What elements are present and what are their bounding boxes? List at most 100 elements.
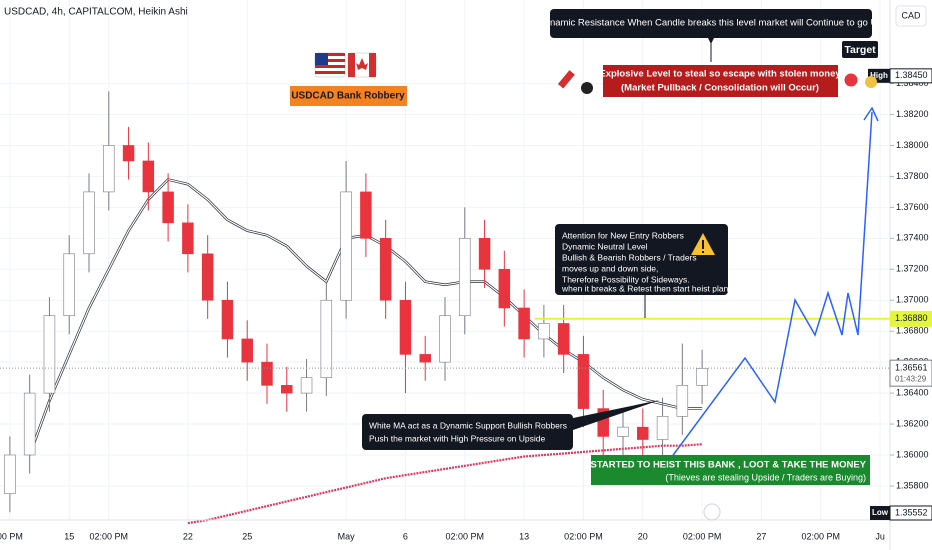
robbery-box [290, 86, 407, 106]
x-tick-label: Ju [875, 531, 885, 541]
x-tick-label: 27 [756, 531, 766, 541]
currency[interactable]: CAD [901, 10, 921, 20]
candle-body [122, 145, 135, 162]
candle-body [23, 392, 36, 456]
candle-body [43, 315, 56, 394]
candle-body [498, 268, 511, 309]
candle-body [320, 299, 333, 378]
y-tick-label: 1.37400 [896, 233, 929, 243]
high-name: High [870, 71, 888, 80]
high-label-box [889, 68, 932, 84]
candle-body [281, 385, 293, 394]
x-tick-label: 22 [183, 531, 193, 541]
candle-body [4, 454, 16, 494]
annotation-text: Bullish & Bearish Robbers / Traders [562, 252, 697, 262]
annotation-text: (Market Pullback / Consolidation will Oc… [621, 83, 819, 94]
annotation-box [550, 9, 872, 38]
candle-body [439, 315, 451, 363]
x-tick-label: 25 [242, 531, 252, 541]
x-tick-label: 13 [519, 531, 529, 541]
candle-body [379, 238, 392, 301]
high-label: 1.38450 [895, 70, 928, 80]
candle-body [696, 368, 708, 386]
x-tick-label: 6 [403, 531, 408, 541]
candle-body [63, 253, 75, 317]
candle-body [162, 191, 174, 224]
y-tick-label: 1.38000 [896, 140, 929, 150]
robbery-text: USDCAD Bank Robbery [291, 91, 405, 102]
candle-body [201, 253, 214, 301]
y-tick-label: 1.35800 [896, 480, 929, 490]
annotation-text: Push the market with High Pressure on Up… [369, 433, 545, 443]
candle-body [478, 238, 491, 270]
annotation-text: moves up and down side, [562, 263, 658, 273]
last-price-label: 1.36561 [895, 363, 928, 373]
currency-button[interactable] [895, 5, 927, 27]
candle-body [300, 377, 313, 394]
candle-body [557, 323, 570, 355]
candle-body [617, 426, 629, 437]
x-tick-label: 02:00 PM [802, 531, 841, 541]
chart-title: USDCAD, 4h, CAPITALCOM, Heikin Ashi [4, 7, 188, 18]
candle-body [103, 145, 115, 193]
annotation-text: Dynamic Resistance When Candle breaks th… [538, 18, 883, 29]
ma-line [187, 443, 703, 525]
money-icon [865, 76, 877, 88]
candle-body [399, 299, 412, 355]
annotation-text: Therefore Possibility of Sideways. [562, 274, 690, 284]
y-tick-label: 1.36200 [896, 418, 929, 428]
warning-icon [691, 233, 715, 255]
x-tick-label: 02:00 PM [446, 531, 485, 541]
annotation-text: Attention for New Entry Robbers [562, 230, 684, 240]
low-label: 1.35552 [895, 507, 928, 517]
candle-body [419, 354, 431, 363]
annotation-text: Dynamic Neutral Level [562, 241, 648, 251]
candle-body [577, 354, 590, 409]
projection-path [667, 111, 873, 463]
resistance-label-box [890, 310, 932, 327]
candle-body [518, 307, 530, 340]
y-tick-label: 1.36800 [896, 326, 929, 336]
x-tick-label: 02:00 PM [683, 531, 722, 541]
heist-box [591, 455, 870, 485]
replay-icon[interactable] [703, 503, 721, 521]
low-label-box [889, 505, 932, 521]
candle-body [637, 426, 649, 440]
target-box [842, 41, 878, 58]
x-tick-label: 00 PM [0, 531, 23, 541]
last-price-box [889, 359, 932, 387]
x-tick-label: 02:00 PM [564, 531, 603, 541]
candle-body [221, 299, 234, 340]
y-tick-label: 1.37200 [896, 264, 929, 274]
annotation-text: (Thieves are stealing Upside / Traders a… [665, 472, 866, 482]
candle-body [261, 361, 273, 386]
flags [314, 52, 377, 78]
annotation-text: STARTED TO HEIST THIS BANK , LOOT & TAKE… [590, 460, 866, 471]
x-tick-label: 02:00 PM [90, 531, 129, 541]
annotation-text: White MA act as a Dynamic Support Bullis… [369, 420, 567, 430]
projection-arrow [863, 106, 879, 122]
y-tick-label: 1.36000 [896, 449, 929, 459]
y-tick-label: 1.37600 [896, 202, 929, 212]
explosive-box [603, 65, 838, 97]
low-name: Low [872, 508, 889, 517]
candle-body [597, 408, 609, 437]
candle-body [656, 416, 669, 440]
dynamite-icon [557, 70, 593, 94]
target-icon [841, 70, 861, 90]
candle-body [142, 160, 155, 193]
y-tick-label: 1.38200 [896, 109, 929, 119]
marks [0, 75, 890, 525]
candle-body [241, 338, 253, 363]
white-ma-box [362, 414, 573, 450]
low-name-box [870, 506, 890, 520]
candle-body [459, 238, 471, 317]
x-tick-label: May [338, 531, 356, 541]
x-tick-label: 15 [64, 531, 74, 541]
candle-body [538, 323, 550, 340]
candle-body [676, 385, 689, 417]
candle-body [340, 191, 352, 301]
y-tick-label: 1.36400 [896, 387, 929, 397]
axis: 1.358001.360001.362001.364001.366001.368… [0, 68, 932, 541]
